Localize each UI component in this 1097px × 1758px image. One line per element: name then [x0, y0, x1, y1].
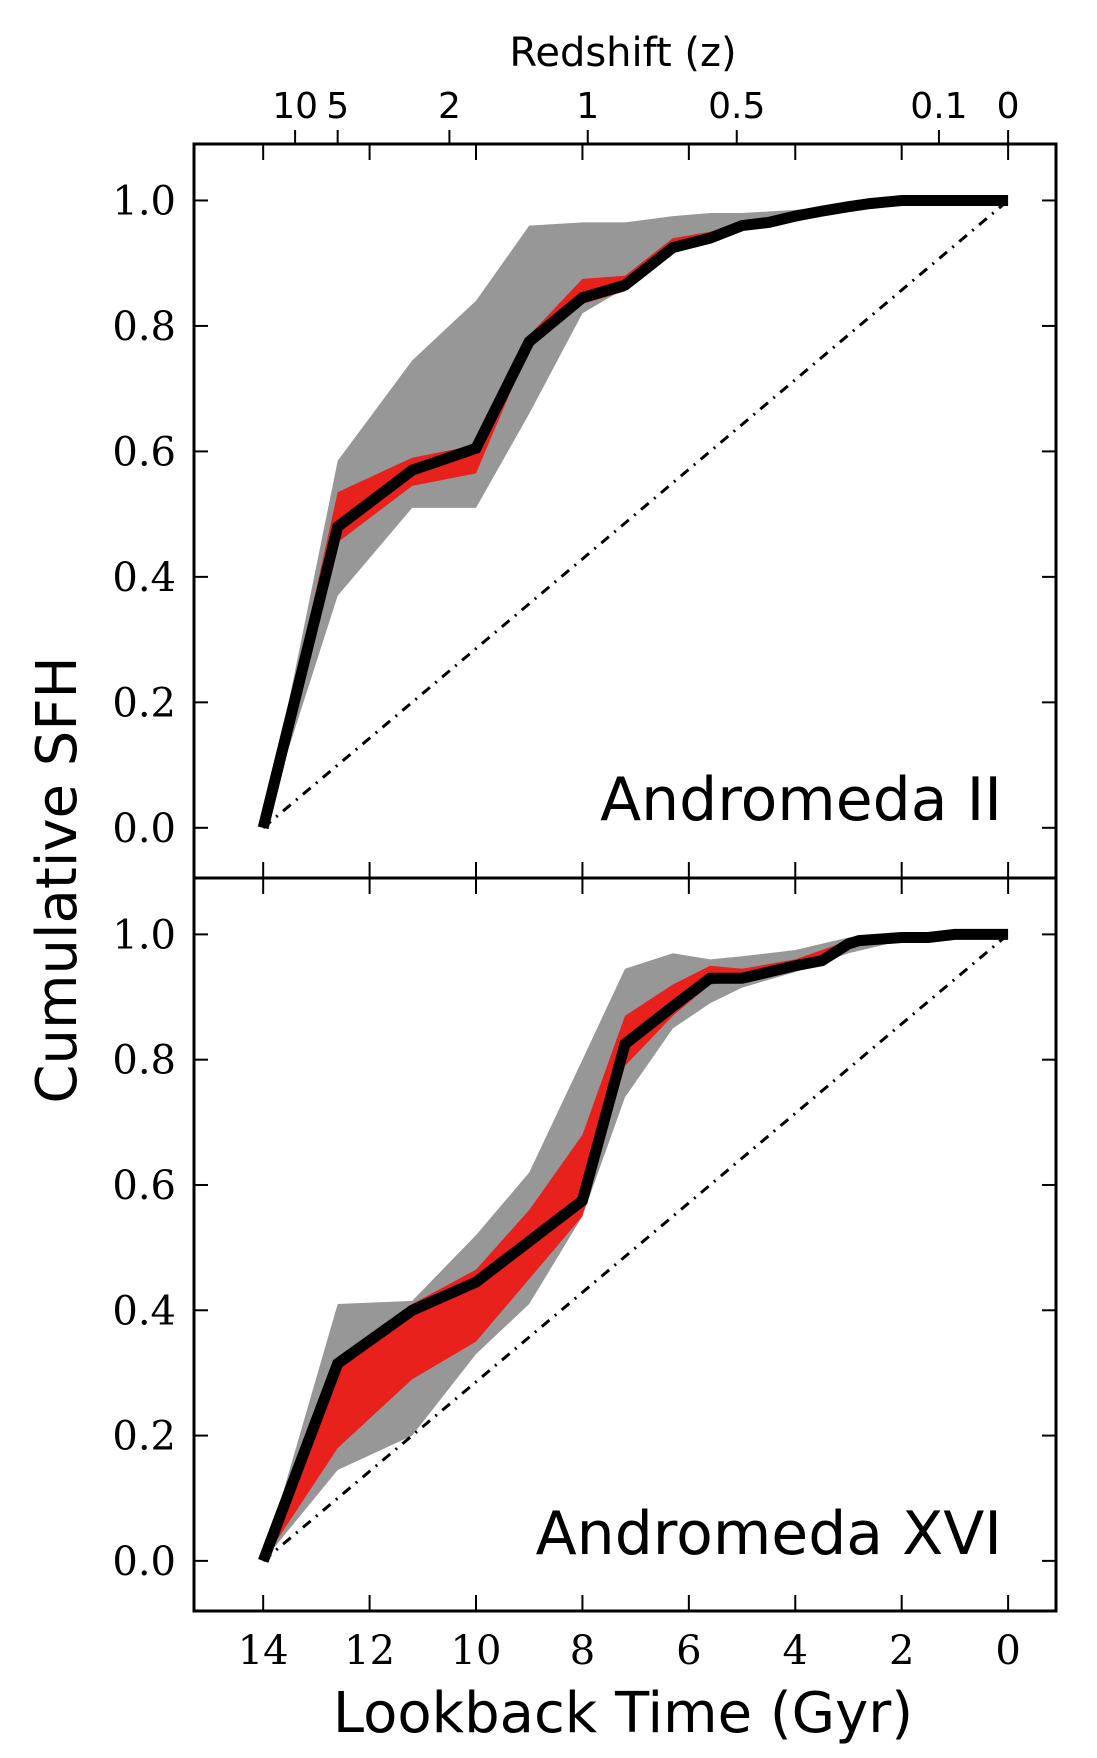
x-axis-title: Lookback Time (Gyr) — [333, 1681, 913, 1746]
y-tick-label: 1.0 — [112, 178, 176, 224]
top-tick-label: 0.5 — [708, 86, 765, 127]
y-tick-label: 0.8 — [112, 1038, 176, 1084]
constant-sfh-reference-line — [262, 933, 1010, 1563]
x-tick-label: 4 — [783, 1628, 808, 1674]
top-tick-label: 10 — [272, 86, 318, 127]
top-axis-title: Redshift (z) — [509, 30, 736, 76]
panel-label: Andromeda II — [600, 765, 1002, 835]
x-tick-label: 12 — [344, 1628, 395, 1674]
y-tick-label: 0.6 — [112, 429, 176, 475]
y-tick-label: 0.4 — [112, 555, 176, 601]
total-uncertainty-band — [263, 934, 1009, 1561]
x-tick-label: 10 — [451, 1628, 502, 1674]
panel-label: Andromeda XVI — [536, 1499, 1002, 1569]
y-tick-label: 0.2 — [112, 680, 176, 726]
panel-andromeda-ii: 0.0 0.2 0.4 0.6 0.8 1.0 Andromeda II — [112, 142, 1058, 880]
x-tick-label: 6 — [676, 1628, 701, 1674]
x-axis: 14 12 10 8 6 4 2 0 — [238, 1628, 1021, 1674]
panel-andromeda-xvi: 0.0 0.2 0.4 0.6 0.8 1.0 Andromeda XVI — [112, 876, 1058, 1613]
x-tick-label: 8 — [570, 1628, 595, 1674]
panel-frame — [192, 876, 1058, 1613]
x-tick-label: 0 — [995, 1628, 1020, 1674]
top-tick-label: 2 — [438, 86, 461, 127]
x-tick-label: 14 — [238, 1628, 289, 1674]
y-tick-label: 1.0 — [112, 912, 176, 958]
top-tick-label: 0 — [997, 86, 1020, 127]
y-tick-label: 0.8 — [112, 304, 176, 350]
total-uncertainty-band — [263, 200, 1009, 828]
y-tick-label: 0.0 — [112, 1539, 176, 1585]
y-tick-label: 0.4 — [112, 1288, 176, 1334]
best-fit-sfh-line — [257, 195, 1009, 830]
best-fit-sfh-line — [258, 928, 1009, 1563]
y-axis-title: Cumulative SFH — [25, 656, 90, 1103]
top-tick-label: 5 — [326, 86, 349, 127]
top-axis: 10 5 2 1 0.5 0.1 0 — [272, 86, 1020, 144]
constant-sfh-reference-line — [262, 199, 1010, 829]
y-tick-label: 0.6 — [112, 1163, 176, 1209]
top-tick-label: 1 — [576, 86, 599, 127]
x-tick-label: 2 — [889, 1628, 914, 1674]
y-tick-label: 0.0 — [112, 806, 176, 852]
y-tick-label: 0.2 — [112, 1414, 176, 1460]
top-tick-label: 0.1 — [910, 86, 967, 127]
